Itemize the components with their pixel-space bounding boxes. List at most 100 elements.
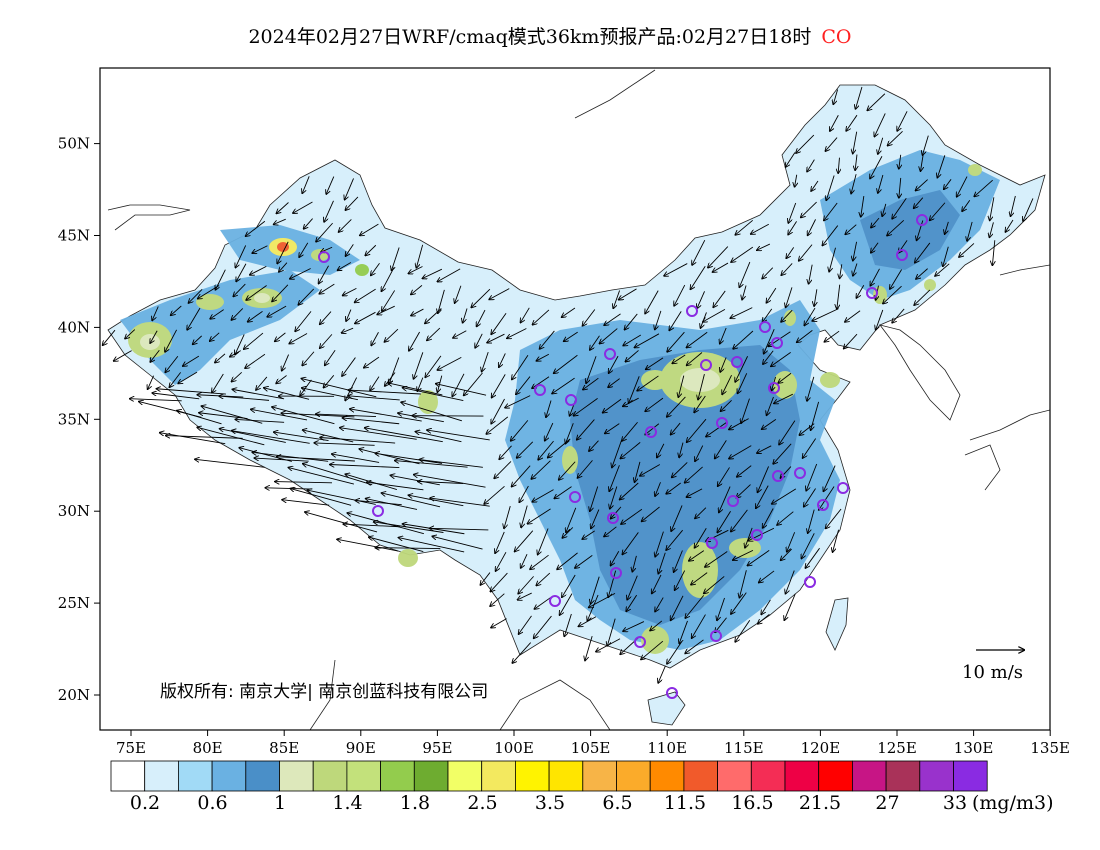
wind-arrow	[974, 179, 993, 196]
wind-arrow	[554, 354, 578, 373]
wind-arrow	[165, 355, 179, 372]
wind-arrow	[276, 375, 287, 383]
wind-arrow	[622, 421, 638, 441]
wind-arrow	[655, 597, 664, 612]
wind-arrow	[417, 377, 424, 392]
colorbar-swatch	[717, 760, 752, 792]
wind-arrow	[708, 246, 729, 268]
wind-arrow	[627, 575, 638, 600]
wind-arrow	[338, 262, 352, 271]
wind-arrow	[870, 268, 880, 286]
wind-arrow	[619, 288, 637, 300]
wind-arrow	[355, 288, 376, 302]
colorbar-swatch	[750, 760, 786, 792]
colorbar-swatch	[616, 760, 651, 792]
colorbar-label: 3.5	[534, 792, 566, 814]
wind-arrow	[962, 200, 971, 211]
wind-arrow	[846, 114, 858, 131]
wind-arrow	[414, 352, 424, 379]
wind-arrow	[921, 154, 924, 171]
wind-arrow	[892, 197, 907, 218]
wind-arrow	[343, 287, 357, 295]
wind-arrow	[366, 499, 418, 510]
wind-arrow	[530, 554, 549, 569]
wind-arrow	[370, 376, 380, 391]
lon-tick-label: 95E	[422, 739, 452, 757]
wind-arrow	[150, 349, 160, 362]
wind-arrow	[232, 371, 243, 381]
colorbar-swatch	[144, 760, 179, 792]
wind-arrow	[265, 488, 313, 489]
wind-arrow	[267, 305, 287, 317]
wind-arrow	[679, 442, 684, 458]
wind-arrow	[882, 203, 887, 216]
lat-tick-label: 20N	[58, 686, 90, 704]
wind-arrow	[130, 399, 182, 401]
wind-arrow	[512, 465, 531, 487]
wind-arrow	[771, 351, 791, 366]
wind-arrow	[475, 333, 483, 348]
wind-arrow	[762, 418, 777, 429]
colorbar-swatch	[380, 760, 415, 792]
wind-arrow	[166, 436, 243, 439]
station-marker	[716, 417, 728, 429]
wind-arrow	[608, 378, 620, 388]
wind-arrow	[277, 241, 289, 264]
wind-arrow	[786, 570, 795, 594]
station-marker	[607, 512, 619, 524]
wind-arrow	[591, 576, 600, 604]
wind-arrow	[579, 616, 597, 627]
wind-arrow	[382, 290, 396, 311]
wind-arrow	[403, 388, 464, 402]
wind-arrow	[786, 287, 793, 307]
wind-arrow	[613, 290, 621, 309]
wind-arrow	[719, 486, 731, 513]
wind-arrow	[496, 551, 507, 571]
wind-arrow	[540, 330, 555, 349]
wind-arrow	[781, 309, 793, 322]
station-marker	[604, 348, 616, 360]
wind-arrow	[855, 154, 857, 170]
lon-tick-label: 110E	[647, 739, 687, 757]
wind-arrow	[385, 372, 396, 385]
lon-tick-label: 105E	[571, 739, 611, 757]
wind-arrow	[989, 222, 994, 237]
wind-arrow	[574, 398, 598, 415]
wind-arrow	[365, 428, 443, 443]
wind-arrow	[293, 201, 313, 213]
japan-coast-2	[964, 444, 1001, 491]
wind-arrow	[355, 500, 402, 506]
wind-arrow	[691, 572, 708, 585]
wind-arrow	[560, 593, 573, 615]
wind-arrow	[340, 428, 417, 440]
wind-arrow	[945, 221, 949, 234]
wind-arrow	[871, 217, 880, 227]
wind-arrow	[888, 130, 903, 145]
wind-arrow	[391, 475, 440, 486]
wind-arrow	[438, 289, 445, 313]
wind-arrow	[332, 454, 380, 463]
wind-arrow	[637, 375, 659, 391]
wind-arrow	[657, 443, 665, 458]
wind-arrow	[824, 202, 838, 220]
wind-arrow	[491, 312, 507, 334]
wind-arrow	[177, 411, 222, 425]
colorbar-label: 21.5	[798, 792, 842, 814]
wind-arrow	[566, 507, 577, 532]
wind-arrow	[385, 328, 399, 342]
wind-arrow	[788, 221, 797, 234]
wind-arrow	[452, 373, 465, 397]
wind-arrow	[490, 572, 508, 591]
wind-arrow	[250, 265, 267, 274]
wind-arrow	[463, 308, 468, 322]
wind-arrow	[591, 509, 600, 529]
wind-arrow	[235, 419, 285, 423]
wind-arrow	[735, 356, 748, 382]
wind-arrow	[414, 475, 486, 488]
wind-arrow	[805, 547, 820, 568]
wind-arrow	[499, 445, 512, 459]
wind-arrow	[562, 307, 576, 317]
map-frame	[99, 67, 1051, 731]
wind-arrow	[418, 481, 464, 483]
station-marker	[666, 687, 678, 699]
